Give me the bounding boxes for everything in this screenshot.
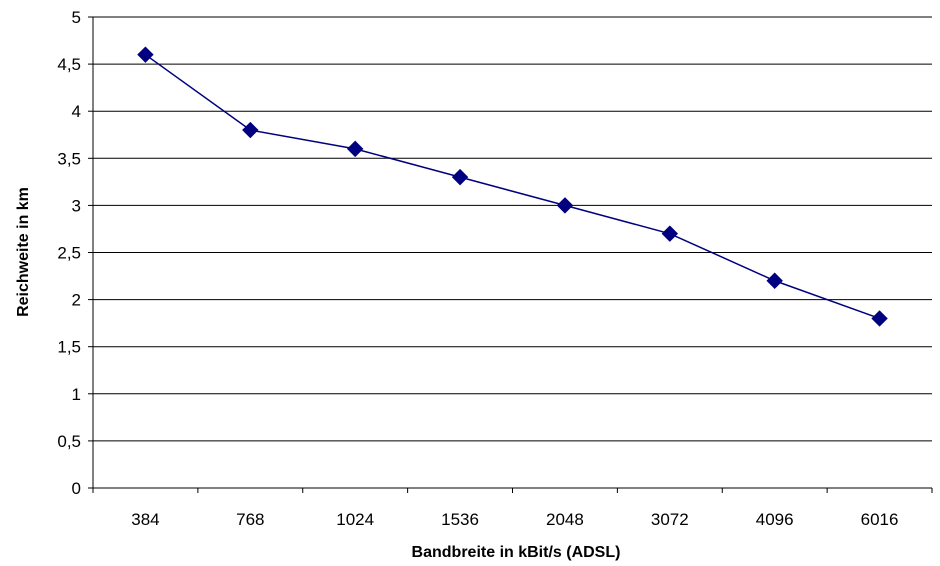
x-tick-label: 1536: [441, 510, 479, 529]
x-tick-label: 768: [236, 510, 264, 529]
x-tick-label: 1024: [336, 510, 374, 529]
data-point-marker: [871, 310, 888, 327]
y-tick-label: 3: [72, 196, 81, 215]
x-tick-label: 3072: [651, 510, 689, 529]
data-point-marker: [766, 272, 783, 289]
y-tick-label: 1: [72, 385, 81, 404]
y-tick-label: 3,5: [57, 149, 81, 168]
y-tick-label: 0,5: [57, 432, 81, 451]
y-tick-label: 1,5: [57, 338, 81, 357]
y-tick-label: 2,5: [57, 244, 81, 263]
y-tick-labels: 0 0,5 1 1,5 2 2,5 3 3,5 4 4,5 5: [57, 8, 81, 498]
x-axis-title: Bandbreite in kBit/s (ADSL): [412, 544, 621, 561]
series-line: [144, 54, 880, 320]
x-tick-label: 6016: [861, 510, 899, 529]
y-tick-label: 4,5: [57, 55, 81, 74]
x-tick-label: 384: [131, 510, 159, 529]
series: [137, 46, 888, 327]
y-tick-label: 0: [72, 479, 81, 498]
axes: [88, 16, 933, 493]
data-point-marker: [451, 168, 469, 186]
data-point-marker: [346, 140, 364, 158]
y-tick-label: 5: [72, 8, 81, 27]
data-point-marker: [556, 197, 574, 214]
x-tick-label: 2048: [546, 510, 584, 529]
data-point-marker: [137, 46, 154, 63]
y-tick-label: 2: [72, 291, 81, 310]
y-axis-title: Reichweite in km: [15, 187, 32, 317]
data-point-marker: [242, 121, 259, 139]
y-tick-label: 4: [72, 102, 81, 121]
gridlines: [93, 16, 932, 442]
x-tick-labels: 384 768 1024 1536 2048 3072 4096 6016: [131, 510, 898, 529]
data-point-marker: [661, 225, 679, 242]
x-tick-label: 4096: [756, 510, 794, 529]
